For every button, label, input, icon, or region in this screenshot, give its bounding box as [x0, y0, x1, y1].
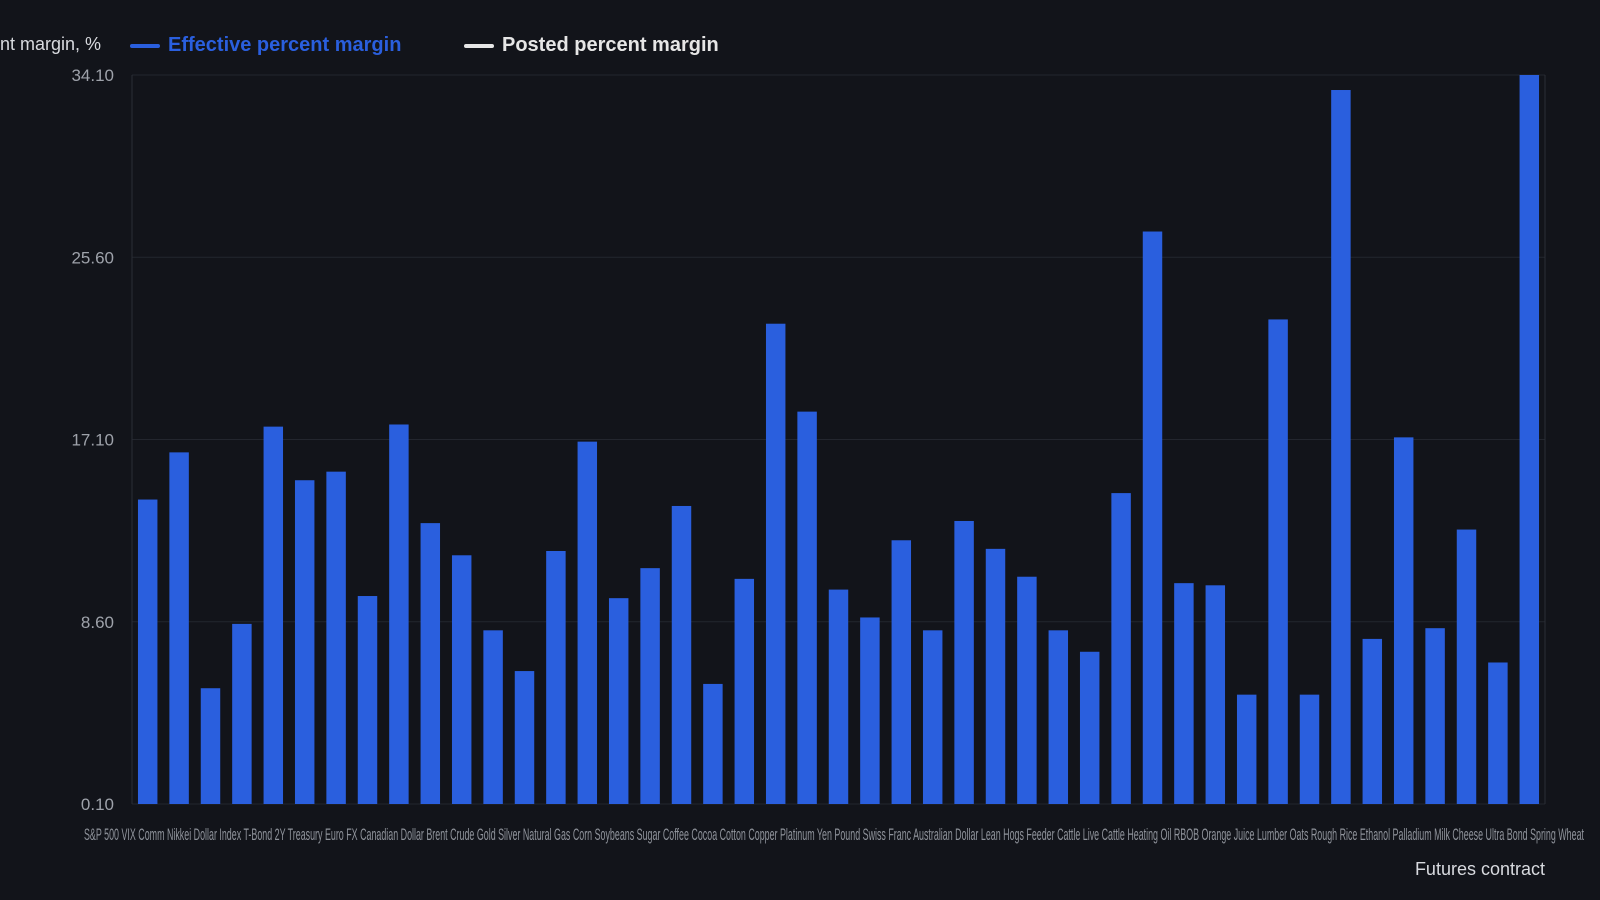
bar-effective — [1393, 437, 1414, 804]
legend-item-effective[interactable]: Effective percent margin — [130, 34, 401, 57]
bar-effective — [232, 623, 252, 804]
legend-item-posted[interactable]: Posted percent margin — [464, 34, 719, 57]
bar-effective — [734, 578, 755, 804]
bar-effective — [954, 520, 974, 804]
bar-effective — [1017, 576, 1037, 804]
y-tick-label: 34.10 — [71, 66, 114, 85]
bar-effective — [546, 550, 566, 804]
y-tick-label: 17.10 — [71, 431, 114, 450]
bar-effective — [1142, 231, 1163, 805]
bar-effective — [1174, 583, 1194, 804]
bar-effective — [483, 630, 503, 804]
bar-effective — [1519, 75, 1540, 804]
bar-effective — [169, 452, 189, 804]
bar-effective — [1268, 319, 1288, 804]
bar-effective — [891, 540, 912, 804]
y-tick-label: 0.10 — [81, 795, 114, 814]
bar-effective — [577, 441, 598, 804]
bar-effective — [860, 617, 880, 804]
bar-effective — [1205, 585, 1226, 804]
bar-effective — [703, 683, 723, 804]
bar-effective — [1488, 662, 1508, 804]
y-tick-label: 25.60 — [71, 248, 114, 267]
x-axis-label: Futures contract — [1415, 859, 1545, 879]
bar-effective — [451, 555, 472, 804]
y-tick-label: 8.60 — [81, 613, 114, 632]
legend-swatch-posted — [464, 43, 494, 48]
bar-effective — [200, 688, 221, 804]
bar-effective — [514, 671, 535, 804]
bar-effective — [137, 499, 158, 804]
bar-effective — [1048, 630, 1069, 804]
bar-effective — [294, 480, 315, 804]
bar-effective — [765, 323, 786, 804]
bar-effective — [1456, 529, 1477, 804]
bar-effective — [1299, 694, 1320, 804]
bar-effective — [1111, 493, 1131, 804]
bar-effective — [985, 548, 1006, 804]
bar-effective — [640, 568, 660, 804]
bar-effective — [1331, 90, 1351, 804]
bar-effective — [263, 426, 284, 804]
bar-effective — [420, 523, 441, 804]
bar-effective — [1079, 651, 1100, 804]
y-axis-label: ent margin, % — [0, 34, 102, 54]
legend-label-effective: Effective percent margin — [168, 34, 402, 56]
bar-effective — [1236, 694, 1257, 804]
bar-effective — [326, 471, 346, 804]
legend-swatch-effective — [130, 43, 160, 48]
bar-effective — [389, 424, 409, 804]
bar-effective — [357, 596, 378, 804]
bar-effective — [671, 505, 692, 804]
bar-effective — [1362, 638, 1383, 804]
bar-effective — [608, 598, 629, 804]
legend-label-posted: Posted percent margin — [502, 34, 719, 56]
x-tick-labels: S&P 500 VIX Comm Nikkei Dollar Index T-B… — [84, 825, 1584, 844]
bar-effective — [922, 630, 943, 804]
bar-effective — [1425, 628, 1445, 804]
bar-effective — [828, 589, 849, 804]
bar-effective — [797, 411, 817, 804]
